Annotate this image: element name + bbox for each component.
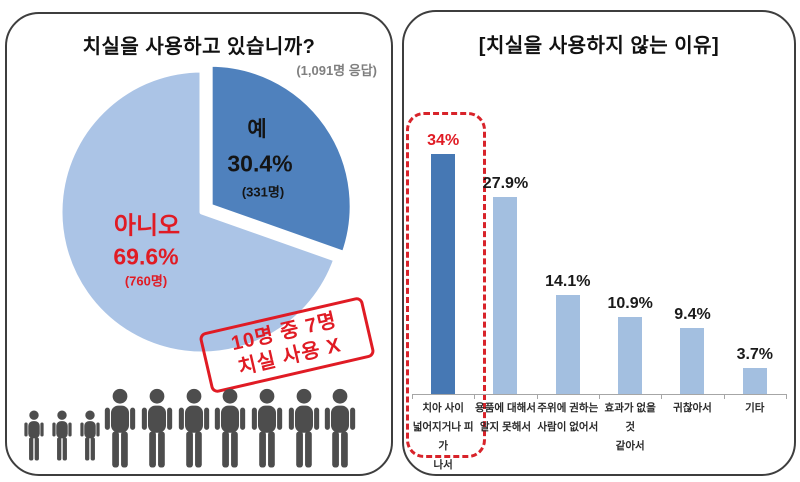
bar-rect	[742, 367, 767, 394]
person-icon-large	[104, 388, 136, 468]
axis-tick	[599, 394, 600, 399]
category-label: 효과가 없을 것 같아서	[604, 402, 656, 452]
pie-slice-yes	[207, 61, 355, 256]
bar-rect	[555, 294, 580, 394]
bar-column-3: 10.9%	[599, 295, 661, 394]
person-icon-large	[214, 388, 246, 468]
bar-value-label: 34%	[427, 132, 460, 149]
highlight-dashed-box	[406, 112, 486, 458]
bar-chart: 34% 27.9% 14.1% 10.9% 9.4% 3.7%	[412, 132, 786, 394]
bar-chart-title: [치실을 사용하지 않는 이유]	[478, 35, 720, 57]
pie-chart	[57, 61, 355, 357]
bar-rect	[431, 154, 456, 394]
bar-rect	[493, 197, 518, 394]
bar-rect	[618, 317, 643, 394]
person-icon-large	[141, 388, 173, 468]
person-icon-large	[251, 388, 283, 468]
axis-tick	[723, 394, 725, 399]
person-icon-large	[288, 388, 320, 468]
pie-slice-no-label: 아니오	[113, 212, 181, 240]
axis-tick	[536, 394, 538, 399]
category-label: 용품에 대해서 알지 못해서	[475, 402, 536, 433]
bar-value-label: 14.1%	[545, 272, 591, 290]
pie-slice-yes-percent: 30.4%	[227, 150, 293, 177]
floss-usage-panel: 치실을 사용하고 있습니까? (1,091명 응답) 예 30.4% (331명…	[5, 12, 393, 476]
category-label: 귀찮아서	[673, 402, 712, 414]
reasons-panel: [치실을 사용하지 않는 이유] 34% 27.9% 14.1% 10.9% 9.4% 3…	[402, 10, 796, 476]
pie-slice-no-percent: 69.6%	[113, 243, 179, 270]
respondents-note: (1,091명 응답)	[296, 63, 377, 78]
pie-slice-no-count: (760명)	[124, 273, 168, 289]
person-icon-large	[178, 388, 210, 468]
bar-value-label: 3.7%	[736, 345, 774, 363]
axis-tick	[474, 394, 476, 399]
bar-column-5: 3.7%	[724, 346, 786, 394]
pie-chart-title: 치실을 사용하고 있습니까?	[82, 36, 316, 58]
axis-tick	[786, 394, 787, 399]
pie-slice-yes-count: (331명)	[241, 184, 285, 200]
axis-tick	[661, 394, 663, 399]
category-label: 기타	[745, 402, 765, 414]
pie-slice-yes-label: 예	[247, 118, 267, 141]
bar-value-label: 9.4%	[674, 305, 711, 323]
bar-column-0: 34%	[412, 132, 474, 394]
bar-value-label: 10.9%	[607, 295, 653, 313]
people-pictogram	[24, 388, 356, 468]
person-icon-small	[24, 410, 44, 461]
category-label: 주위에 권하는 사람이 없어서	[537, 402, 599, 433]
bar-value-label: 27.9%	[482, 175, 529, 193]
person-icon-large	[324, 388, 356, 468]
category-labels: 치아 사이 넓어지거나 피가 나서 용품에 대해서 알지 못해서 주위에 권하는 사람이 없…	[412, 399, 786, 475]
person-icon-small	[52, 410, 72, 461]
bar-rect	[680, 327, 705, 394]
bar-column-1: 27.9%	[474, 175, 536, 394]
person-icon-small	[80, 410, 100, 461]
pie-slice-no	[57, 67, 339, 357]
bar-column-4: 9.4%	[661, 306, 723, 394]
bar-column-2: 14.1%	[537, 272, 599, 394]
category-label: 치아 사이 넓어지거나 피가 나서	[412, 402, 474, 471]
axis-tick	[412, 394, 413, 399]
